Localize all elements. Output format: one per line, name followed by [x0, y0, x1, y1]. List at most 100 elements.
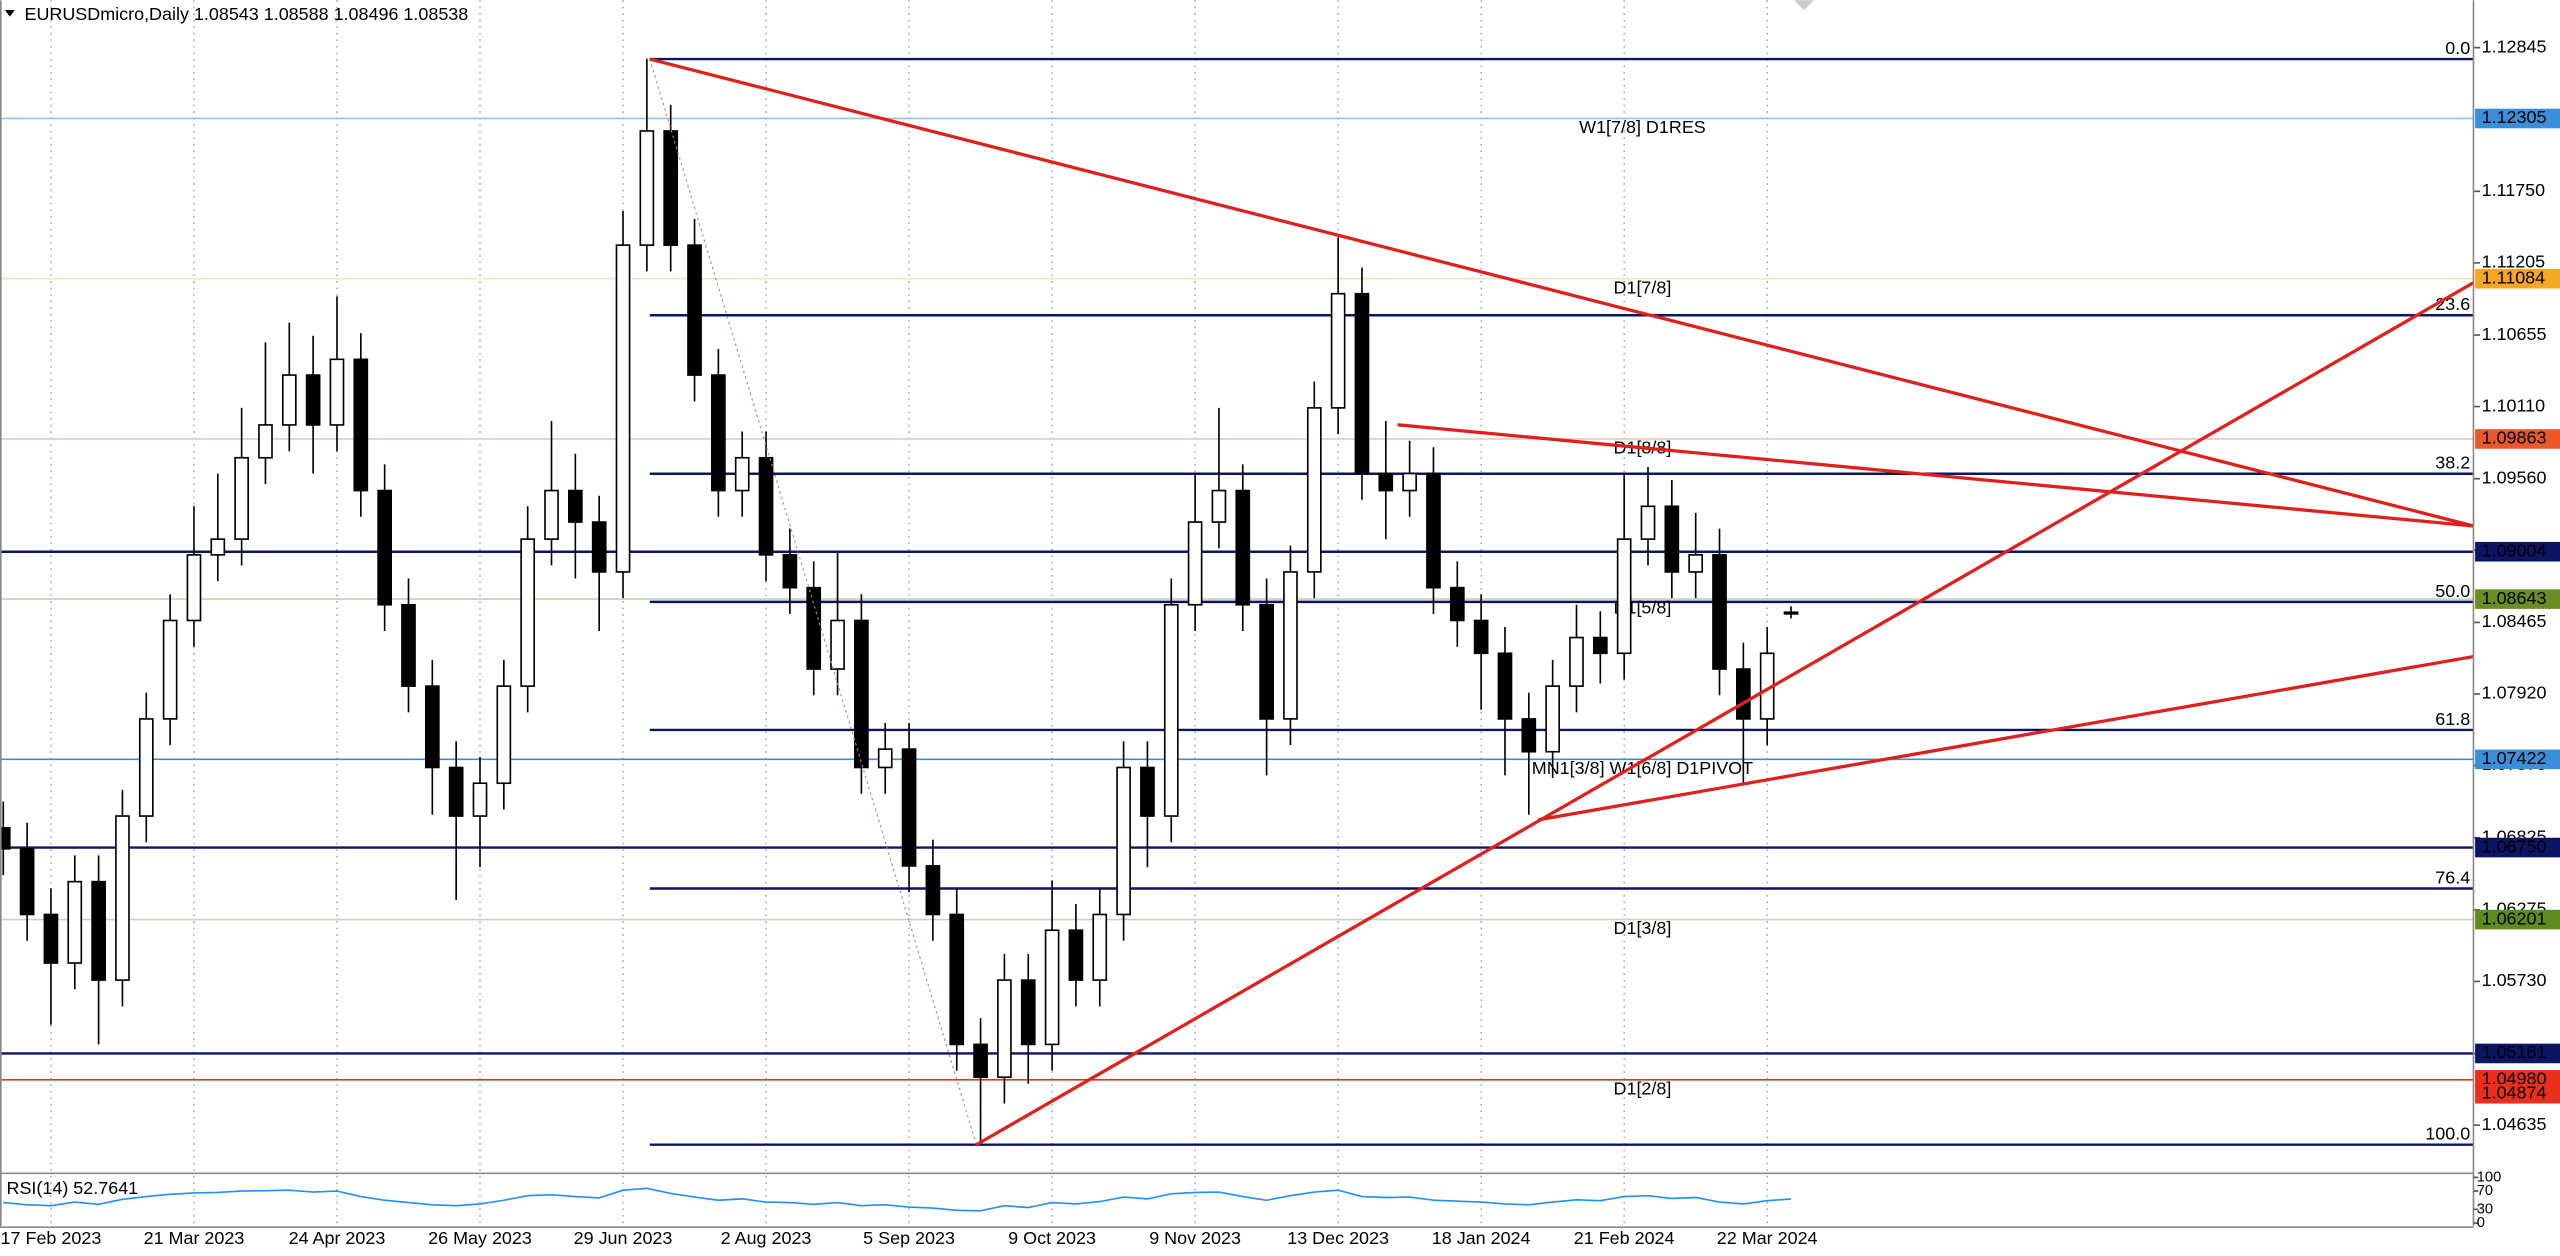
candle-body: [281, 374, 297, 426]
level-price: 1.04874: [2482, 1082, 2547, 1102]
level-text: W1[7/8] D1RES: [1579, 117, 1706, 137]
fib-label: 100.0: [2425, 1124, 2470, 1144]
level-box: [2475, 1083, 2560, 1104]
level-text: D1[7/8]: [1614, 277, 1672, 297]
candle-body: [210, 538, 226, 556]
level-box: [2475, 837, 2560, 858]
candle-body: [758, 456, 774, 556]
y-tick-label: 1.04635: [2482, 1114, 2547, 1134]
candle-body: [877, 748, 893, 769]
candle-body: [782, 554, 798, 589]
candle-body: [496, 685, 512, 785]
candle-body: [1116, 766, 1131, 916]
level-price: 1.08643: [2482, 588, 2547, 608]
rsi-line: [3, 1187, 1792, 1212]
candle-body: [1497, 652, 1513, 720]
candle-body: [1473, 619, 1489, 655]
candle-body: [1378, 472, 1394, 492]
candle-body: [1664, 505, 1680, 573]
x-tick-label: 29 Jun 2023: [574, 1228, 673, 1248]
x-tick-label: 24 Apr 2023: [289, 1228, 386, 1248]
candle-body: [639, 130, 655, 246]
candle-body: [615, 244, 631, 573]
candle-body: [711, 374, 726, 492]
low-value: 1.08496: [334, 4, 399, 24]
candle-body: [377, 489, 393, 606]
candle-body: [472, 782, 488, 817]
candle-body: [448, 766, 464, 817]
candle-body: [1592, 636, 1608, 655]
x-tick-label: 2 Aug 2023: [721, 1228, 812, 1248]
candle-body: [1616, 538, 1632, 655]
level-price: 1.07422: [2482, 748, 2547, 768]
y-tick-label: 1.05730: [2482, 970, 2547, 990]
level-price: 1.12305: [2482, 107, 2547, 127]
fib-label: 23.6: [2435, 294, 2470, 314]
level-text: D1[3/8]: [1614, 918, 1672, 938]
level-box: [2475, 108, 2560, 129]
level-box: [2475, 589, 2560, 609]
trend-line: [975, 281, 2475, 1147]
level-price: 1.06201: [2482, 908, 2547, 928]
rsi-tick-label: 70: [2477, 1183, 2493, 1199]
candle-body: [353, 358, 369, 492]
candle-body: [1521, 718, 1537, 753]
candle-body: [1211, 489, 1227, 523]
candle-body: [305, 374, 321, 426]
candle-body: [1640, 505, 1656, 540]
x-tick-label: 21 Feb 2024: [1574, 1228, 1675, 1248]
level-text: D1[2/8]: [1614, 1078, 1672, 1098]
rsi-title: RSI(14) 52.7641: [7, 1178, 139, 1198]
candle-body: [401, 603, 416, 687]
level-labels: 1.12305 1.11084 1.09863 1.09004 1.08643 1.074…: [2475, 107, 2560, 1104]
candle-body: [806, 586, 822, 670]
fib-label: 0.0: [2445, 38, 2470, 58]
level-price: 1.04980: [2482, 1069, 2547, 1089]
x-tick-label: 9 Oct 2023: [1008, 1228, 1096, 1248]
rsi-tick-label: 0: [2477, 1215, 2485, 1231]
candle-body: [1044, 929, 1060, 1046]
level-price: 1.06750: [2482, 836, 2547, 856]
candle-body: [663, 130, 679, 246]
fib-label: 76.4: [2435, 867, 2470, 887]
x-tick-label: 9 Nov 2023: [1149, 1228, 1241, 1248]
candle-body: [1688, 554, 1704, 573]
chart-title: EURUSDmicro,Daily 1.08543 1.08588 1.0849…: [24, 4, 468, 24]
candle-body: [567, 489, 583, 523]
rsi-tick-label: 100: [2477, 1169, 2502, 1185]
candle-body: [973, 1043, 988, 1079]
candle-body: [854, 619, 869, 769]
x-tick-label: 13 Dec 2023: [1287, 1228, 1389, 1248]
x-axis: 17 Feb 2023 21 Mar 2023 24 Apr 2023 26 May …: [1, 1228, 1818, 1248]
candle-body: [925, 865, 941, 916]
open-value: 1.08543: [194, 4, 259, 24]
y-tick-label: 1.10655: [2482, 324, 2547, 344]
candle-body: [43, 913, 59, 964]
candle-body: [162, 619, 178, 720]
level-price: 1.09004: [2482, 540, 2547, 560]
candle-body: [687, 244, 702, 376]
fib-label: 38.2: [2435, 453, 2470, 473]
candle-body: [1259, 603, 1274, 720]
candle-body: [901, 748, 917, 867]
level-box: [2475, 268, 2560, 289]
trend-line: [649, 57, 2474, 528]
candle-body: [1020, 979, 1036, 1046]
x-tick-label: 21 Mar 2023: [144, 1228, 245, 1248]
menu-arrow: [4, 10, 15, 17]
level-box: [2475, 909, 2560, 930]
symbol: EURUSDmicro,Daily: [24, 4, 188, 24]
candle-body: [1163, 603, 1179, 817]
level-price: 1.09863: [2482, 428, 2547, 448]
candles: [0, 58, 1799, 1145]
y-tick-label: 1.08465: [2482, 611, 2547, 631]
trend-line: [1537, 654, 2474, 822]
candle-body: [138, 718, 154, 817]
candle-body: [591, 521, 607, 573]
candle-body: [1783, 611, 1799, 615]
trend-line: [1397, 423, 2474, 528]
